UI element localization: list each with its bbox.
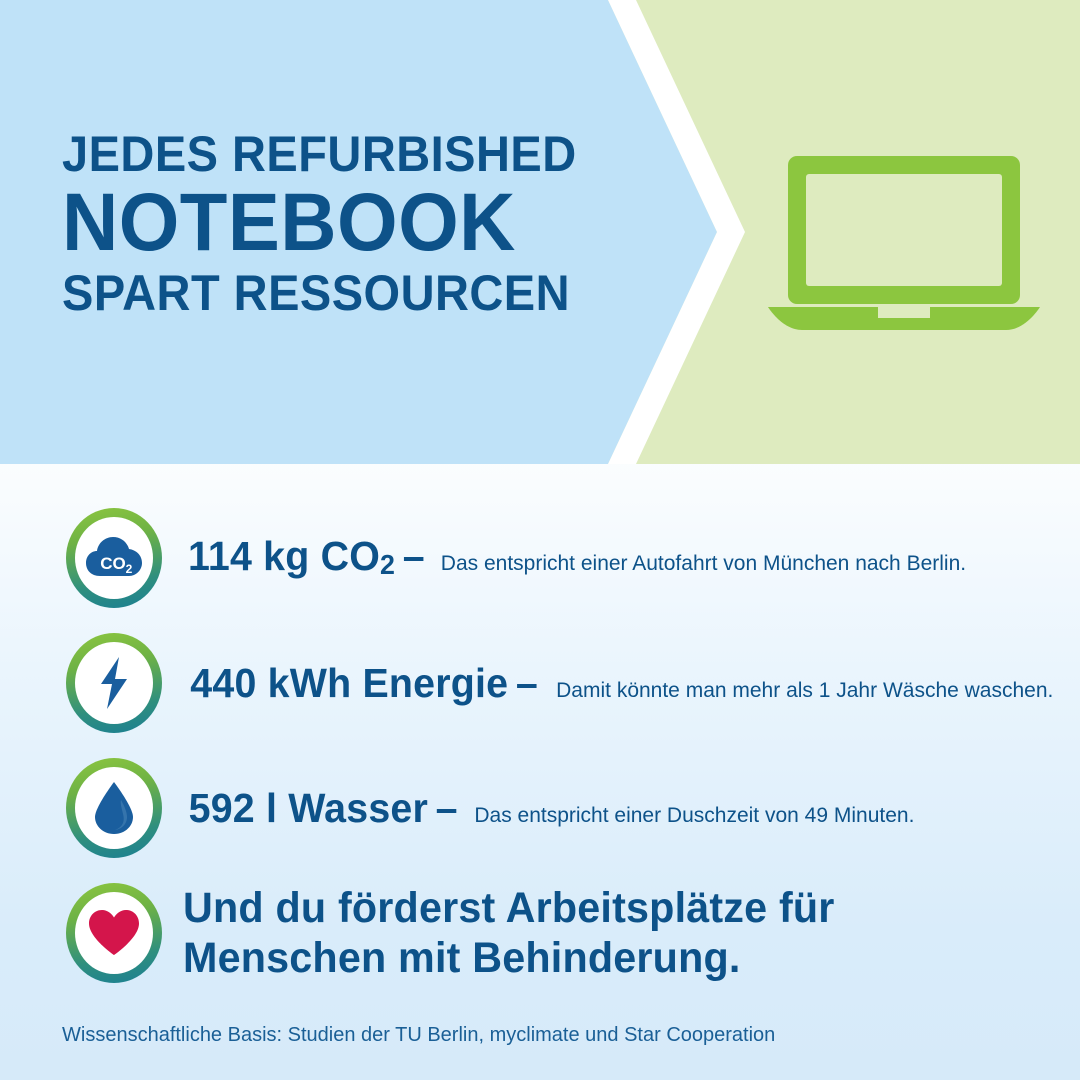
- svg-text:CO: CO: [100, 554, 126, 573]
- stat-icon-badge: [66, 883, 162, 983]
- water-drop-icon: [95, 782, 133, 834]
- stat-row-co2: CO 2 114 kg CO2– Das entspricht einer Au…: [0, 508, 1080, 608]
- svg-text:2: 2: [126, 562, 133, 576]
- header-banner: JEDES REFURBISHED NOTEBOOK SPART RESSOUR…: [0, 0, 1080, 464]
- stat-dash: –: [515, 660, 538, 706]
- headline-line-3: SPART RESSOURCEN: [62, 265, 571, 321]
- stat-dash: –: [435, 785, 458, 831]
- headline-line-2: NOTEBOOK: [62, 177, 516, 268]
- badge-inner-circle: [75, 767, 153, 849]
- stat-value: 592 l Wasser –: [188, 785, 458, 831]
- stat-dash: –: [402, 532, 425, 579]
- badge-inner-circle: [75, 642, 153, 724]
- closing-text: Und du förderst Arbeitsplätze für Mensch…: [183, 883, 862, 983]
- stat-row-jobs: Und du förderst Arbeitsplätze für Mensch…: [0, 883, 1080, 983]
- stat-icon-badge: CO 2: [66, 508, 162, 608]
- stat-row-energy: 440 kWh Energie – Damit könnte man mehr a…: [0, 633, 1080, 733]
- footnote: Wissenschaftliche Basis: Studien der TU …: [62, 1024, 776, 1046]
- laptop-icon: [768, 156, 1040, 330]
- stat-value: 114 kg CO2–: [187, 532, 425, 580]
- headline-line-1: JEDES REFURBISHED: [62, 126, 577, 182]
- stat-description: Das entspricht einer Duschzeit von 49 Mi…: [474, 804, 915, 827]
- co2-cloud-icon: CO 2: [86, 537, 142, 576]
- stat-text: 440 kWh Energie – Damit könnte man mehr a…: [183, 661, 1053, 705]
- blue-chevron-panel: [0, 0, 717, 464]
- closing-line-2: Menschen mit Behinderung.: [183, 934, 741, 982]
- stat-text: 592 l Wasser – Das entspricht einer Dusch…: [183, 785, 915, 831]
- stat-description: Das entspricht einer Autofahrt von Münch…: [440, 551, 967, 575]
- lightning-bolt-icon: [101, 657, 127, 709]
- stat-value: 440 kWh Energie –: [190, 660, 538, 706]
- badge-inner-circle: CO 2: [75, 517, 153, 599]
- stat-icon-badge: [66, 633, 162, 733]
- badge-inner-circle: [75, 892, 153, 974]
- page-title: JEDES REFURBISHED NOTEBOOK SPART RESSOUR…: [62, 127, 610, 321]
- stat-text: 114 kg CO2– Das entspricht einer Autofah…: [183, 534, 966, 583]
- closing-line-1: Und du förderst Arbeitsplätze für: [183, 884, 835, 932]
- heart-icon: [89, 910, 139, 955]
- stat-icon-badge: [66, 758, 162, 858]
- stat-row-water: 592 l Wasser – Das entspricht einer Dusch…: [0, 758, 1080, 858]
- stat-description: Damit könnte man mehr als 1 Jahr Wäsche …: [556, 679, 1054, 702]
